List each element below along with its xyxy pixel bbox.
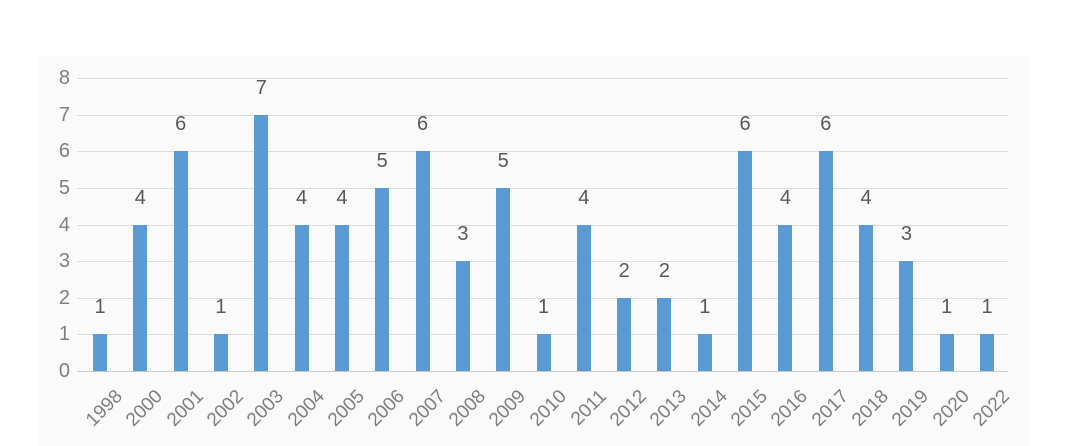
bar-value-label: 4: [336, 186, 348, 209]
x-axis-line: [77, 371, 1008, 372]
bar-value-label: 1: [699, 296, 711, 319]
bar-value-label: 4: [296, 186, 308, 209]
bar-value-label: 1: [94, 296, 106, 319]
gridline: [77, 114, 1008, 116]
bar: [818, 151, 833, 371]
y-axis-tick-label: 3: [58, 250, 70, 273]
bar: [980, 334, 995, 371]
y-axis-tick-label: 4: [58, 213, 70, 236]
x-axis-tick-label: 2017: [807, 386, 853, 431]
x-axis-tick-label: 2001: [162, 386, 208, 431]
x-axis-tick-label: 2011: [566, 386, 611, 430]
bar-value-label: 5: [376, 150, 388, 172]
bar-value-label: 7: [255, 76, 267, 99]
bar-value-label: 6: [739, 113, 751, 136]
x-axis-tick-label: 2020: [928, 386, 974, 431]
bar: [375, 188, 390, 371]
bar: [657, 297, 672, 371]
gridline: [77, 261, 1008, 263]
bar: [415, 151, 430, 371]
bar-value-label: 1: [941, 296, 953, 319]
bar-value-label: 3: [457, 223, 469, 246]
y-axis-tick-label: 6: [58, 140, 70, 163]
y-axis-tick-label: 5: [58, 177, 70, 199]
y-axis-tick-label: 8: [58, 67, 70, 90]
bar-value-label: 6: [175, 113, 187, 136]
bar: [455, 261, 470, 371]
x-axis-tick-label: 2014: [686, 386, 732, 431]
bar: [778, 224, 793, 371]
y-axis-tick-label: 0: [58, 360, 70, 382]
bar-value-label: 6: [820, 113, 832, 136]
x-axis-tick-label: 2012: [606, 386, 652, 431]
x-axis-tick-label: 1998: [82, 386, 127, 431]
bar: [496, 188, 511, 371]
bar: [697, 334, 712, 371]
x-axis-tick-label: 2000: [122, 386, 168, 431]
bar-value-label: 1: [537, 296, 550, 319]
bar: [173, 151, 188, 371]
bar-value-label: 2: [658, 259, 671, 282]
bar: [254, 114, 269, 371]
x-axis-tick-label: 2002: [203, 386, 248, 431]
x-axis-tick-label: 2007: [404, 386, 450, 431]
bar-value-label: 1: [215, 296, 227, 319]
bar: [576, 224, 591, 371]
x-axis-tick-label: 2004: [283, 386, 329, 431]
x-axis-tick-label: 2005: [324, 386, 369, 431]
bar: [859, 224, 874, 371]
y-axis-tick-label: 1: [58, 323, 70, 346]
bar: [93, 334, 107, 371]
bar-value-label: 6: [416, 113, 429, 136]
bar: [899, 261, 914, 371]
bar: [213, 334, 228, 371]
y-axis-tick-label: 7: [58, 103, 70, 126]
y-axis-tick-label: 2: [58, 286, 70, 309]
x-axis-tick-label: 2019: [888, 386, 934, 431]
x-axis-tick-label: 2009: [485, 386, 531, 431]
x-axis-tick-label: 2010: [525, 386, 571, 431]
gridline: [77, 297, 1008, 299]
bar: [939, 334, 954, 371]
bar-value-label: 2: [618, 259, 630, 282]
bar-value-label: 4: [779, 186, 791, 209]
gridline: [77, 151, 1008, 153]
bar: [294, 224, 309, 371]
gridline: [77, 78, 1008, 80]
gridline: [77, 188, 1008, 189]
x-axis-tick-label: 2013: [646, 386, 692, 431]
bar-value-label: 4: [134, 186, 146, 209]
bar-value-label: 1: [981, 296, 993, 319]
x-axis-tick-label: 2003: [243, 386, 289, 431]
bar-value-label: 4: [860, 186, 872, 209]
x-axis-tick-label: 2022: [969, 386, 1014, 431]
bar-value-label: 5: [497, 150, 509, 172]
x-axis-tick-label: 2008: [444, 386, 490, 431]
bar: [738, 151, 753, 371]
bar-value-label: 3: [900, 223, 912, 246]
x-axis-tick-label: 2006: [364, 386, 410, 431]
bar-value-label: 4: [578, 186, 590, 209]
x-axis-tick-label: 2015: [727, 386, 772, 431]
gridline: [77, 224, 1008, 226]
bar: [536, 334, 551, 371]
bar: [133, 224, 148, 371]
x-axis-tick-label: 2016: [767, 386, 813, 431]
x-axis-tick-label: 2018: [848, 386, 893, 431]
bar: [617, 297, 632, 371]
bar: [334, 224, 349, 371]
